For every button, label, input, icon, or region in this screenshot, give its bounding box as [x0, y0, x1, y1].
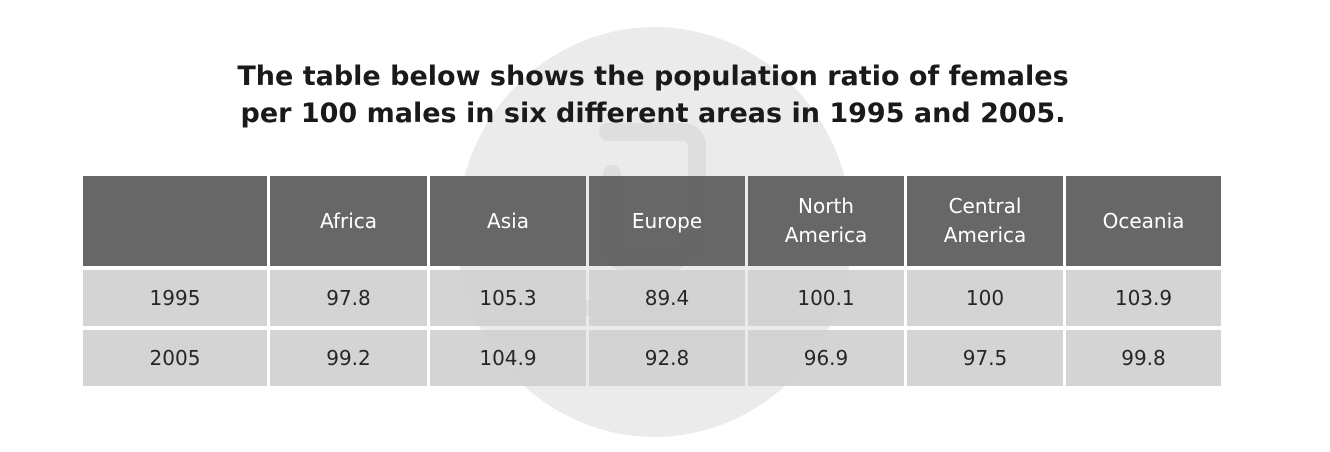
table-header-cell: Central America — [907, 176, 1063, 266]
chart-title-line-1: The table below shows the population rat… — [237, 61, 1069, 92]
table-cell: 99.8 — [1066, 330, 1221, 386]
table-cell: 92.8 — [589, 330, 745, 386]
chart-title: The table below shows the population rat… — [0, 58, 1306, 132]
table-row: 1995 97.8 105.3 89.4 100.1 100 103.9 — [83, 270, 1221, 326]
table-row: 2005 99.2 104.9 92.8 96.9 97.5 99.8 — [83, 330, 1221, 386]
chart-title-line-2: per 100 males in six different areas in … — [240, 98, 1066, 129]
table-row-label: 1995 — [83, 270, 267, 326]
table-cell: 103.9 — [1066, 270, 1221, 326]
table-cell: 105.3 — [430, 270, 586, 326]
table-header-row: Africa Asia Europe North America Central… — [83, 176, 1221, 266]
table-cell: 99.2 — [270, 330, 427, 386]
table-cell: 89.4 — [589, 270, 745, 326]
table-cell: 97.8 — [270, 270, 427, 326]
table-row-label: 2005 — [83, 330, 267, 386]
table-header-cell: Asia — [430, 176, 586, 266]
table-cell: 104.9 — [430, 330, 586, 386]
data-table: Africa Asia Europe North America Central… — [83, 176, 1221, 386]
table-cell: 97.5 — [907, 330, 1063, 386]
table-header-cell — [83, 176, 267, 266]
table-cell: 100 — [907, 270, 1063, 326]
table-header-cell: Oceania — [1066, 176, 1221, 266]
table-header-cell: Europe — [589, 176, 745, 266]
table-header-cell: Africa — [270, 176, 427, 266]
table-cell: 100.1 — [748, 270, 904, 326]
table-cell: 96.9 — [748, 330, 904, 386]
table-header-cell: North America — [748, 176, 904, 266]
